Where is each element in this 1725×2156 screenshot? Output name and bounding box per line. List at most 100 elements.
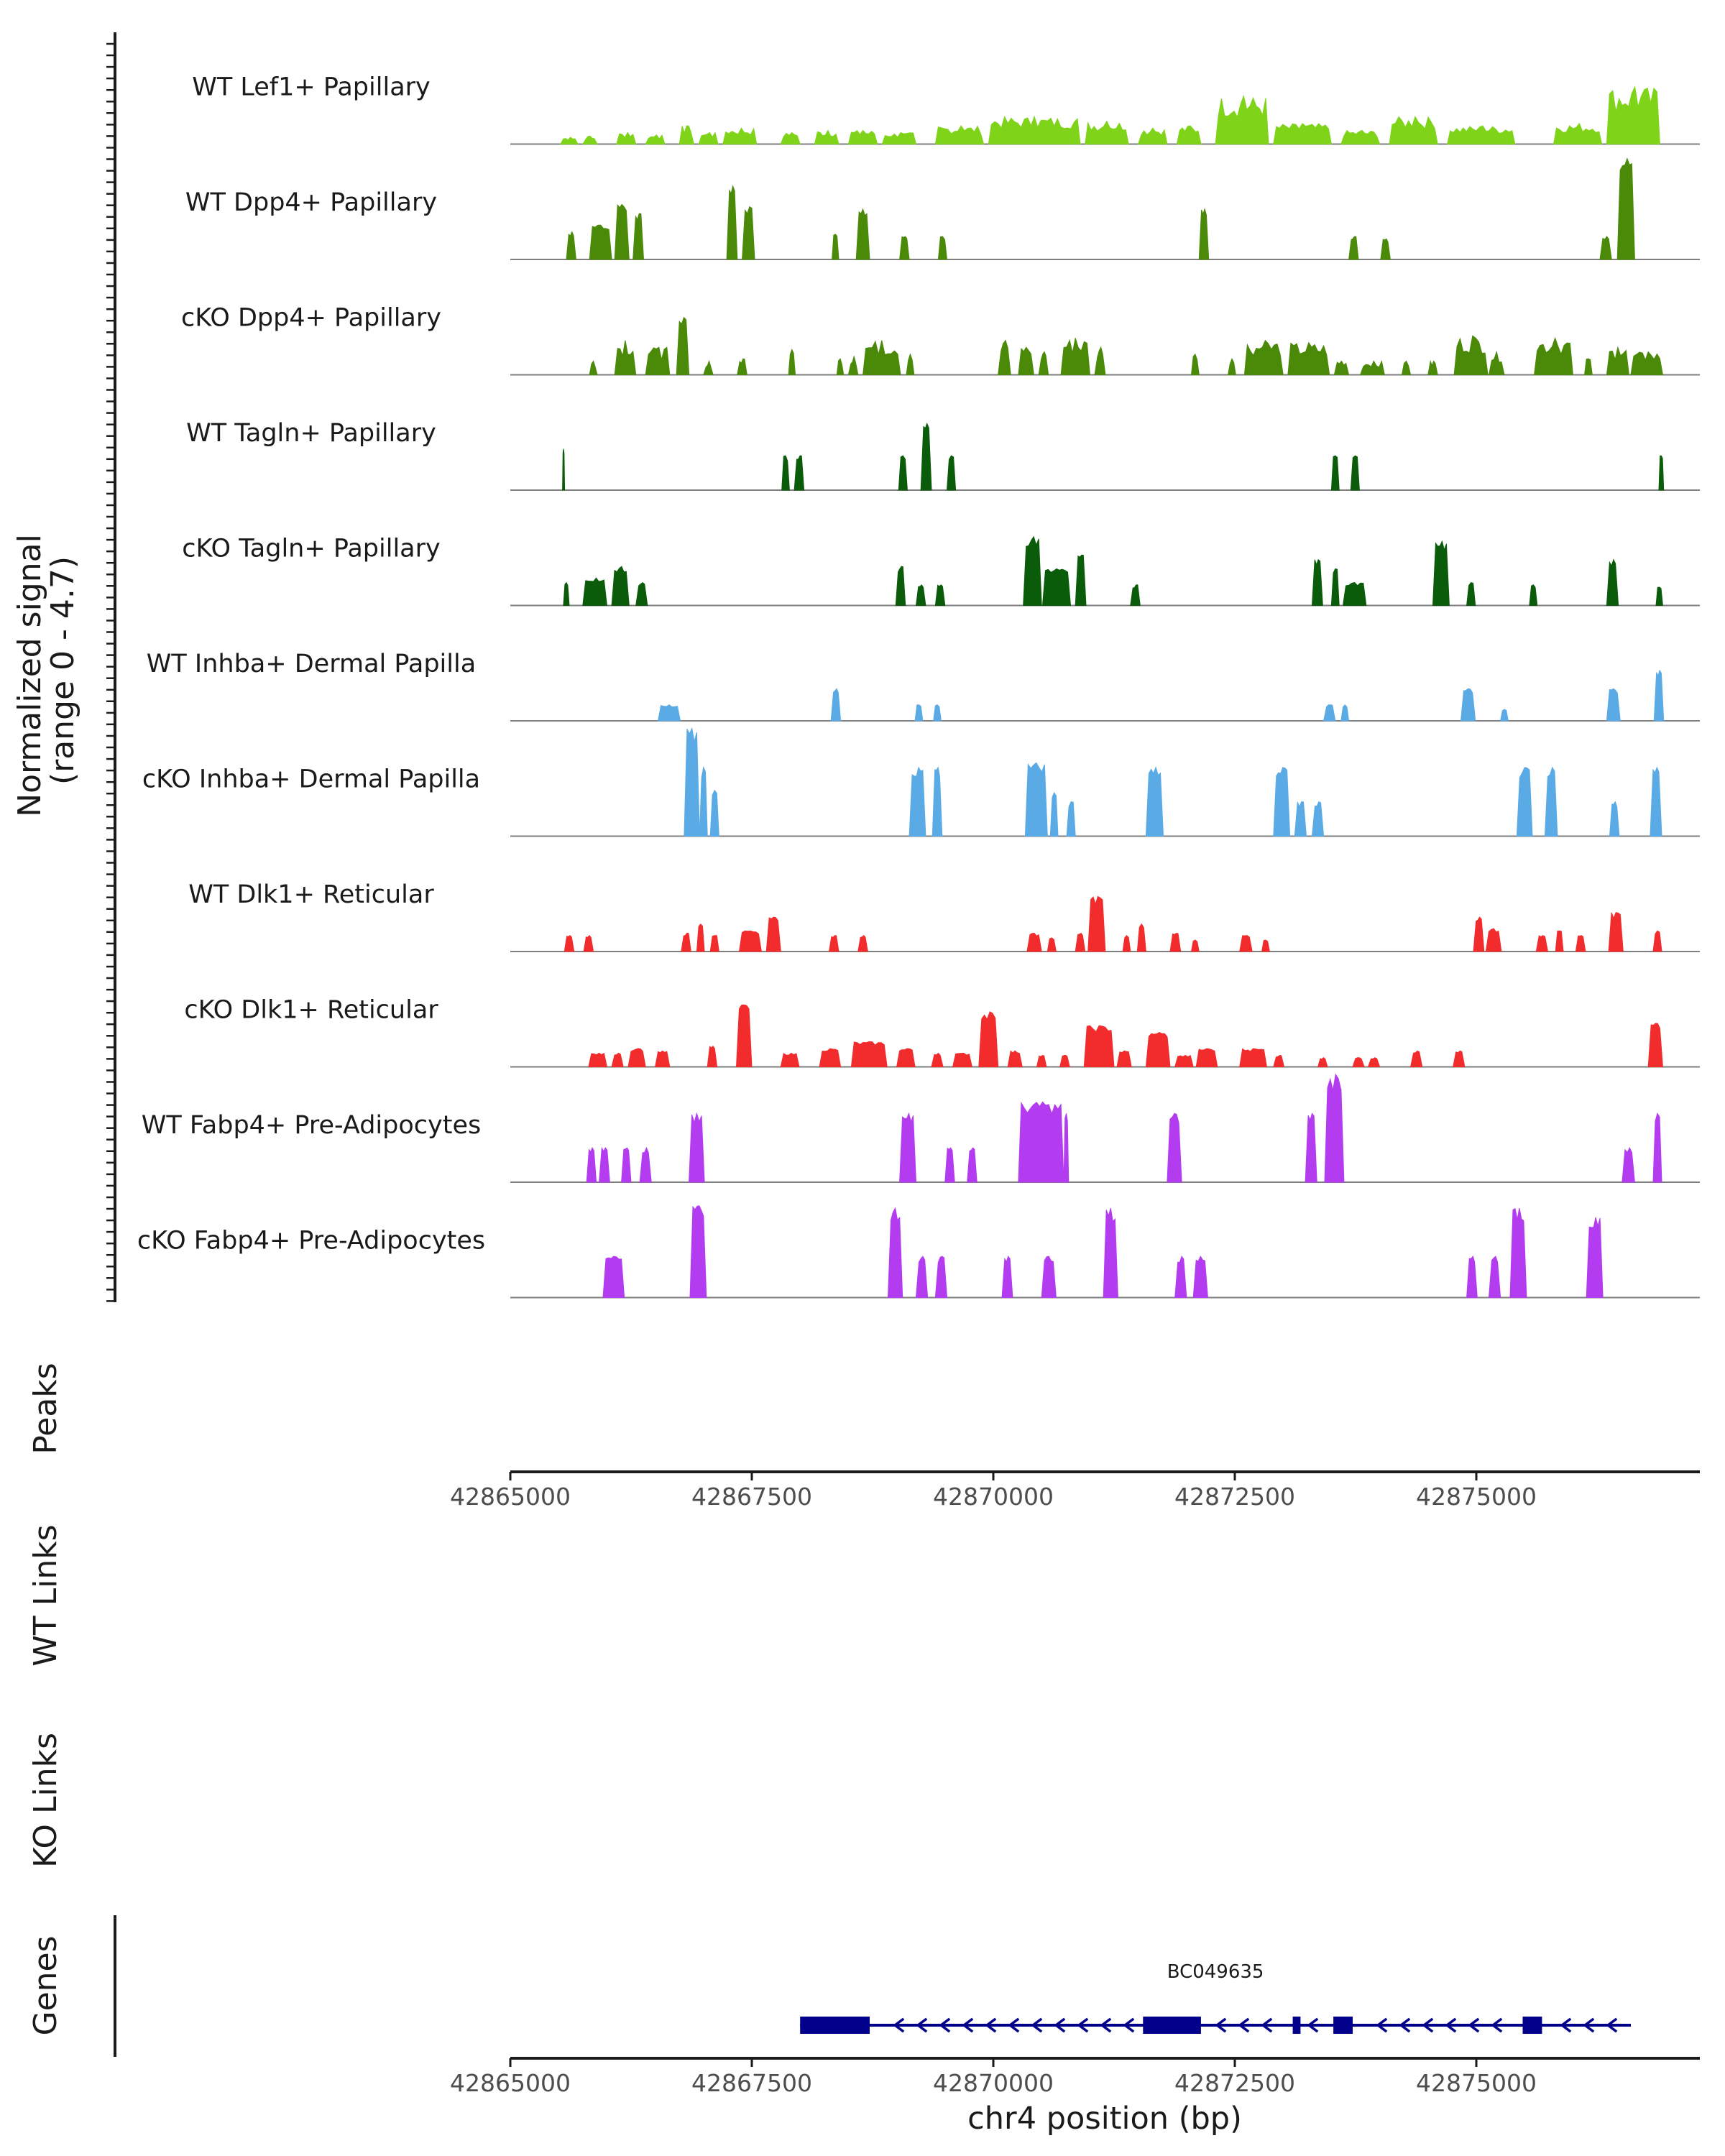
- coverage-peak: [737, 358, 748, 375]
- track-7: WT Dlk1+ Reticular: [188, 880, 1700, 952]
- coverage-peak: [632, 213, 645, 260]
- coverage-peak: [696, 923, 705, 952]
- coverage-peak: [899, 236, 910, 260]
- coverage-peak: [582, 577, 607, 606]
- track-label: cKO Dlk1+ Reticular: [184, 996, 438, 1025]
- track-label: cKO Tagln+ Papillary: [182, 535, 441, 563]
- coverage-peak: [1215, 94, 1269, 144]
- coverage-peak: [1287, 341, 1330, 375]
- coverage-peak: [563, 581, 570, 606]
- coverage-peak: [934, 584, 946, 606]
- coverage-peak: [1049, 791, 1059, 837]
- coverage-peak: [906, 353, 915, 375]
- gene-exon: [800, 2017, 870, 2034]
- x-tick-label: 42867500: [691, 1483, 812, 1511]
- coverage-peak: [1380, 238, 1391, 260]
- coverage-tracks: WT Lef1+ Papillary WT Dpp4+ Papillary cKO …: [137, 73, 1700, 1299]
- x-axis-upper: 42865000 42867500 42870000 42872500 42875000: [450, 1470, 1700, 1511]
- strand-arrow: [1238, 2017, 1250, 2033]
- coverage-peak: [1046, 937, 1057, 952]
- x-tick-label: 42867500: [691, 2069, 812, 2097]
- coverage-peak: [654, 1050, 671, 1067]
- coverage-peak: [1473, 916, 1485, 952]
- gene-exon: [1292, 2017, 1301, 2034]
- coverage-peak: [1273, 1054, 1285, 1067]
- coverage-peak: [1409, 1050, 1423, 1067]
- track-6: cKO Inhba+ Dermal Papilla: [142, 727, 1700, 837]
- coverage-peak: [645, 346, 671, 375]
- coverage-peak: [709, 789, 719, 837]
- coverage-peak: [944, 1147, 955, 1183]
- coverage-peak: [1239, 935, 1253, 952]
- coverage-peak: [588, 1052, 608, 1067]
- coverage-peak: [564, 935, 575, 952]
- coverage-peak: [1145, 766, 1164, 837]
- coverage-peak: [1311, 558, 1323, 606]
- strand-arrow: [1261, 2017, 1273, 2033]
- coverage-peak: [1630, 351, 1663, 375]
- coverage-peak: [1228, 357, 1236, 375]
- coverage-peak: [1001, 1255, 1013, 1298]
- coverage-peak: [1658, 455, 1665, 491]
- strand-arrow: [1100, 2017, 1112, 2033]
- coverage-peak: [1066, 801, 1076, 837]
- coverage-peak: [1606, 85, 1660, 144]
- track-label: WT Dpp4+ Papillary: [185, 188, 437, 217]
- coverage-peak: [1311, 801, 1325, 837]
- coverage-peak: [1432, 540, 1450, 606]
- coverage-peak: [1330, 455, 1340, 491]
- coverage-peak: [1195, 1048, 1218, 1067]
- coverage-peak: [681, 932, 691, 952]
- strand-arrow: [1123, 2017, 1135, 2033]
- strand-arrow: [1583, 2017, 1595, 2033]
- x-tick-label: 42870000: [933, 1483, 1054, 1511]
- coverage-peak: [1516, 767, 1533, 837]
- wt-links-track-label: WT Links: [27, 1524, 64, 1666]
- coverage-peak: [1529, 584, 1538, 606]
- coverage-peak: [599, 1146, 610, 1183]
- coverage-peak: [1085, 120, 1129, 144]
- gene-exon: [1522, 2017, 1542, 2034]
- coverage-peak: [1647, 1023, 1663, 1067]
- coverage-peak: [1169, 932, 1182, 952]
- coverage-peak: [1599, 236, 1612, 260]
- x-tick-label: 42865000: [450, 2069, 571, 2097]
- coverage-peak: [1167, 1112, 1182, 1183]
- coverage-peak: [627, 1048, 646, 1067]
- coverage-peak: [920, 423, 932, 491]
- coverage-peak: [847, 355, 859, 375]
- coverage-peak: [836, 358, 845, 375]
- coverage-peak: [1007, 1050, 1023, 1067]
- coverage-peak: [1488, 350, 1505, 375]
- coverage-peak: [1453, 335, 1489, 375]
- coverage-peak: [1023, 535, 1042, 606]
- coverage-peak: [1176, 125, 1202, 144]
- strand-arrow: [1215, 2017, 1227, 2033]
- coverage-peak: [689, 1112, 705, 1183]
- coverage-peak: [616, 132, 637, 144]
- coverage-peak: [1389, 115, 1438, 144]
- coverage-peak: [847, 129, 878, 144]
- strand-arrow: [1008, 2017, 1020, 2033]
- coverage-peak: [1650, 766, 1662, 837]
- coverage-peak: [1060, 338, 1090, 375]
- coverage-peak: [1075, 554, 1087, 606]
- coverage-peak: [1243, 339, 1284, 375]
- coverage-peak: [589, 224, 612, 260]
- coverage-peak: [1116, 1050, 1132, 1067]
- coverage-peak: [1544, 766, 1558, 837]
- coverage-peak: [1018, 346, 1034, 375]
- coverage-peak: [742, 206, 755, 260]
- coverage-peak: [1575, 935, 1586, 952]
- strand-arrow: [1054, 2017, 1066, 2033]
- coverage-peak: [914, 704, 924, 722]
- strand-arrow: [1560, 2017, 1572, 2033]
- coverage-peak: [934, 125, 985, 144]
- coverage-peak: [1305, 1112, 1317, 1183]
- strand-arrow: [1399, 2017, 1411, 2033]
- coverage-peak: [908, 766, 926, 837]
- coverage-peak: [1192, 1256, 1208, 1298]
- coverage-peak: [933, 704, 942, 722]
- coverage-peak: [1041, 568, 1072, 606]
- gene-exon: [1333, 2017, 1353, 2034]
